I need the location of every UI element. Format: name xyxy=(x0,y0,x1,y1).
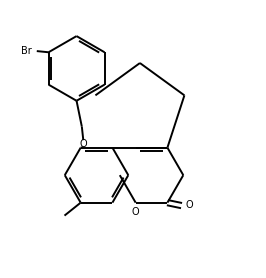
Text: O: O xyxy=(80,139,87,149)
Text: O: O xyxy=(185,200,193,210)
Text: O: O xyxy=(132,207,139,217)
Text: Br: Br xyxy=(21,46,31,56)
